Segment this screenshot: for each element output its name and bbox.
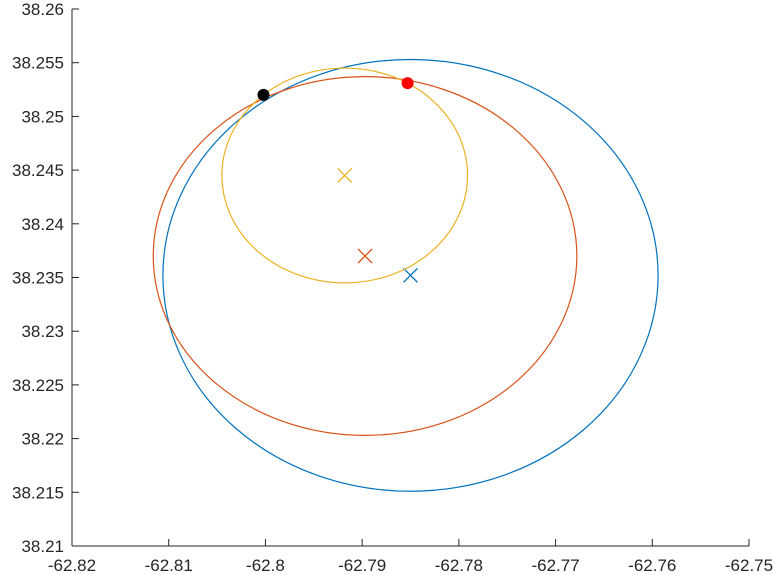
x-tick-label: -62.79: [338, 556, 386, 575]
y-tick-label: 38.22: [21, 430, 64, 449]
x-tick-label: -62.81: [145, 556, 193, 575]
series-ellipse-3: [221, 67, 469, 284]
y-tick-label: 38.245: [12, 161, 64, 180]
points-layer: [257, 77, 414, 101]
x-tick-label: -62.78: [435, 556, 483, 575]
y-tick-label: 38.24: [21, 215, 64, 234]
y-tick-label: 38.255: [12, 54, 64, 73]
series-center-marker-1: [403, 267, 418, 283]
axes: -62.82 -62.81 -62.8 -62.79 -62.78 -62.77 -62.7…: [12, 0, 773, 575]
y-tick-label: 38.25: [21, 107, 64, 126]
y-tick-label: 38.23: [21, 322, 64, 341]
series-ellipse-1: [162, 58, 659, 492]
point-marker-1: [257, 88, 270, 101]
y-tick-label: 38.21: [21, 537, 64, 556]
y-tick-label: 38.215: [12, 483, 64, 502]
y-tick-label: 38.225: [12, 376, 64, 395]
series-ellipse-2: [152, 76, 578, 436]
x-tick-label: -62.77: [531, 556, 579, 575]
series-center-marker-2: [357, 248, 373, 264]
y-tick-label: 38.235: [12, 269, 64, 288]
point-marker-2: [401, 77, 414, 90]
x-tick-label: -62.75: [725, 556, 773, 575]
x-tick-label: -62.76: [628, 556, 676, 575]
series-center-marker-3: [337, 168, 353, 183]
x-tick-label: -62.8: [246, 556, 285, 575]
series-layer: [152, 58, 659, 492]
x-tick-label: -62.82: [48, 556, 96, 575]
y-tick-label: 38.26: [21, 0, 64, 19]
